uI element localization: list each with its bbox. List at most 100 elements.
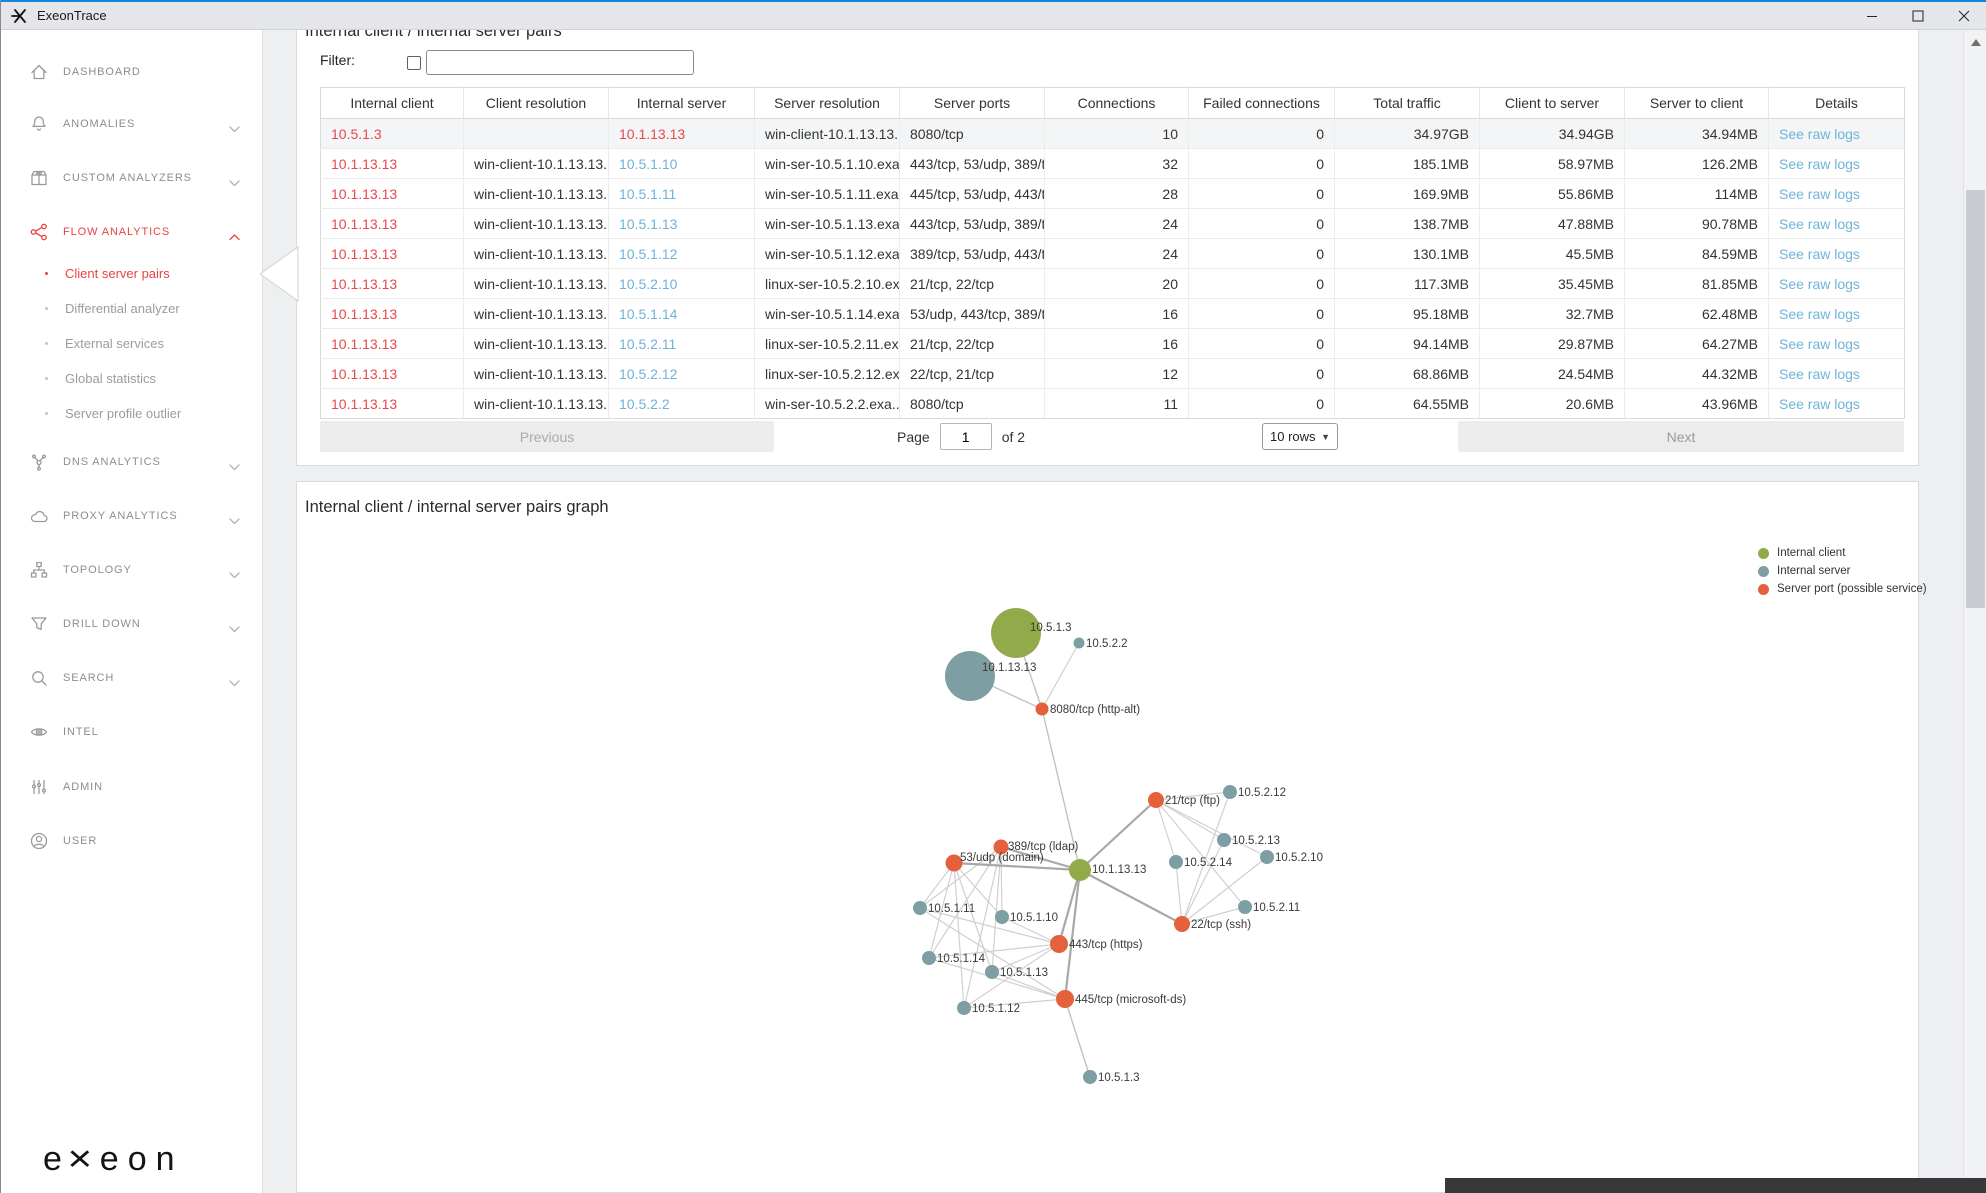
filter-checkbox[interactable] — [407, 56, 421, 70]
graph-node-10.5.1.14[interactable] — [922, 951, 936, 965]
sidebar-item-user[interactable]: USER — [1, 826, 263, 856]
table-row: 10.1.13.13 win-client-10.1.13.13.... 10.5.… — [320, 268, 1905, 299]
sidebar-item-intel[interactable]: INTEL — [1, 717, 263, 747]
graph-node-10.5.2.14[interactable] — [1169, 855, 1183, 869]
sidebar-item-anomalies[interactable]: ANOMALIES — [1, 109, 263, 139]
graph-node-445-tcp-microsoft-ds-[interactable] — [1056, 990, 1074, 1008]
sidebar-item-drill-down[interactable]: DRILL DOWN — [1, 609, 263, 639]
sidebar-item-differential-analyzer[interactable]: Differential analyzer — [1, 295, 263, 321]
cell-internal-client[interactable]: 10.1.13.13 — [320, 268, 464, 299]
sidebar-item-search[interactable]: SEARCH — [1, 663, 263, 693]
exeon-brand-logo: e×eon — [43, 1138, 184, 1180]
sidebar-item-server-profile-outlier[interactable]: Server profile outlier — [1, 400, 263, 426]
cell-internal-client[interactable]: 10.1.13.13 — [320, 388, 464, 419]
sidebar-item-external-services[interactable]: External services — [1, 330, 263, 356]
column-header-internal-client[interactable]: Internal client — [320, 87, 464, 119]
scrollbar-up-arrow[interactable] — [1971, 39, 1981, 46]
cell-internal-client[interactable]: 10.1.13.13 — [320, 238, 464, 269]
see-raw-logs-link[interactable]: See raw logs — [1768, 358, 1905, 389]
previous-page-button[interactable]: Previous — [320, 421, 774, 452]
graph-node-10.1.13.13[interactable] — [945, 651, 995, 701]
graph-node-22-tcp-ssh-[interactable] — [1174, 916, 1190, 932]
filter-input[interactable] — [426, 50, 694, 75]
column-header-connections[interactable]: Connections — [1044, 87, 1189, 119]
sidebar-item-topology[interactable]: TOPOLOGY — [1, 555, 263, 585]
vertical-scrollbar[interactable] — [1963, 30, 1986, 1193]
graph-node-21-tcp-ftp-[interactable] — [1148, 792, 1164, 808]
page-number-input[interactable] — [939, 423, 992, 450]
graph-node-389-tcp-ldap-[interactable] — [993, 839, 1009, 855]
topology-icon — [29, 560, 49, 580]
sidebar-item-global-statistics[interactable]: Global statistics — [1, 365, 263, 391]
cell-internal-server[interactable]: 10.5.2.12 — [608, 358, 755, 389]
column-header-total-traffic[interactable]: Total traffic — [1334, 87, 1480, 119]
cell-internal-server[interactable]: 10.5.1.13 — [608, 208, 755, 239]
cell-internal-client[interactable]: 10.1.13.13 — [320, 208, 464, 239]
cell-internal-client[interactable]: 10.1.13.13 — [320, 298, 464, 329]
cell-internal-client[interactable]: 10.1.13.13 — [320, 328, 464, 359]
column-header-server-ports[interactable]: Server ports — [899, 87, 1045, 119]
graph-node-53-udp-domain-[interactable] — [945, 854, 963, 872]
column-header-client-resolution[interactable]: Client resolution — [463, 87, 609, 119]
graph-node-10.5.2.11[interactable] — [1238, 900, 1252, 914]
column-header-details[interactable]: Details — [1768, 87, 1905, 119]
search-icon — [29, 668, 49, 688]
cell-internal-server[interactable]: 10.5.2.10 — [608, 268, 755, 299]
see-raw-logs-link[interactable]: See raw logs — [1768, 388, 1905, 419]
scrollbar-thumb[interactable] — [1966, 190, 1985, 608]
graph-node-10.5.2.12[interactable] — [1223, 785, 1237, 799]
eye-icon — [29, 722, 49, 742]
sidebar-item-proxy-analytics[interactable]: PROXY ANALYTICS — [1, 501, 263, 531]
sidebar-item-custom-analyzers[interactable]: CUSTOM ANALYZERS — [1, 163, 263, 193]
graph-node-10.5.1.11[interactable] — [913, 901, 927, 915]
sidebar-item-admin[interactable]: ADMIN — [1, 772, 263, 802]
graph-edge — [963, 943, 1060, 1009]
sidebar-item-dashboard[interactable]: DASHBOARD — [1, 57, 263, 87]
cell-internal-client[interactable]: 10.1.13.13 — [320, 178, 464, 209]
sidebar-item-label: DNS ANALYTICS — [63, 456, 161, 468]
graph-node-443-tcp-https-[interactable] — [1050, 935, 1068, 953]
cell-internal-client[interactable]: 10.5.1.3 — [320, 118, 464, 149]
maximize-button[interactable] — [1895, 2, 1941, 30]
close-button[interactable] — [1941, 2, 1986, 30]
cell-internal-server[interactable]: 10.5.1.12 — [608, 238, 755, 269]
column-header-client-to-server[interactable]: Client to server — [1479, 87, 1625, 119]
cell-internal-client[interactable]: 10.1.13.13 — [320, 358, 464, 389]
sidebar-item-dns-analytics[interactable]: DNS ANALYTICS — [1, 447, 263, 477]
see-raw-logs-link[interactable]: See raw logs — [1768, 328, 1905, 359]
see-raw-logs-link[interactable]: See raw logs — [1768, 298, 1905, 329]
cell-internal-server[interactable]: 10.5.1.11 — [608, 178, 755, 209]
graph-node-10.5.2.13[interactable] — [1217, 833, 1231, 847]
column-header-server-resolution[interactable]: Server resolution — [754, 87, 900, 119]
see-raw-logs-link[interactable]: See raw logs — [1768, 118, 1905, 149]
cell-internal-client[interactable]: 10.1.13.13 — [320, 148, 464, 179]
see-raw-logs-link[interactable]: See raw logs — [1768, 208, 1905, 239]
cell-internal-server[interactable]: 10.5.1.14 — [608, 298, 755, 329]
cell-internal-server[interactable]: 10.1.13.13 — [608, 118, 755, 149]
graph-node-8080-tcp-http-alt-[interactable] — [1035, 702, 1049, 716]
see-raw-logs-link[interactable]: See raw logs — [1768, 178, 1905, 209]
cell-internal-server[interactable]: 10.5.2.11 — [608, 328, 755, 359]
minimize-button[interactable] — [1849, 2, 1895, 30]
graph-node-10.5.1.3[interactable] — [1083, 1070, 1097, 1084]
see-raw-logs-link[interactable]: See raw logs — [1768, 238, 1905, 269]
graph-node-10.1.13.13[interactable] — [1069, 859, 1091, 881]
next-page-button[interactable]: Next — [1458, 421, 1904, 452]
graph-node-10.5.1.12[interactable] — [957, 1001, 971, 1015]
sidebar-item-flow-analytics[interactable]: FLOW ANALYTICS — [1, 217, 263, 247]
sidebar-item-client-server-pairs[interactable]: Client server pairs — [1, 260, 263, 286]
cell-internal-server[interactable]: 10.5.1.10 — [608, 148, 755, 179]
cell-connections: 16 — [1044, 298, 1189, 329]
column-header-internal-server[interactable]: Internal server — [608, 87, 755, 119]
graph-node-10.5.2.10[interactable] — [1260, 850, 1274, 864]
column-header-server-to-client[interactable]: Server to client — [1624, 87, 1769, 119]
column-header-failed-connections[interactable]: Failed connections — [1188, 87, 1335, 119]
cell-internal-server[interactable]: 10.5.2.2 — [608, 388, 755, 419]
graph-node-10.5.1.13[interactable] — [985, 965, 999, 979]
graph-node-10.5.2.2[interactable] — [1073, 637, 1085, 649]
see-raw-logs-link[interactable]: See raw logs — [1768, 268, 1905, 299]
rows-per-page-select[interactable]: 10 rows ▼ — [1262, 423, 1338, 450]
graph-node-10.5.1.10[interactable] — [995, 910, 1009, 924]
graph-node-10.5.1.3[interactable] — [991, 608, 1041, 658]
see-raw-logs-link[interactable]: See raw logs — [1768, 148, 1905, 179]
